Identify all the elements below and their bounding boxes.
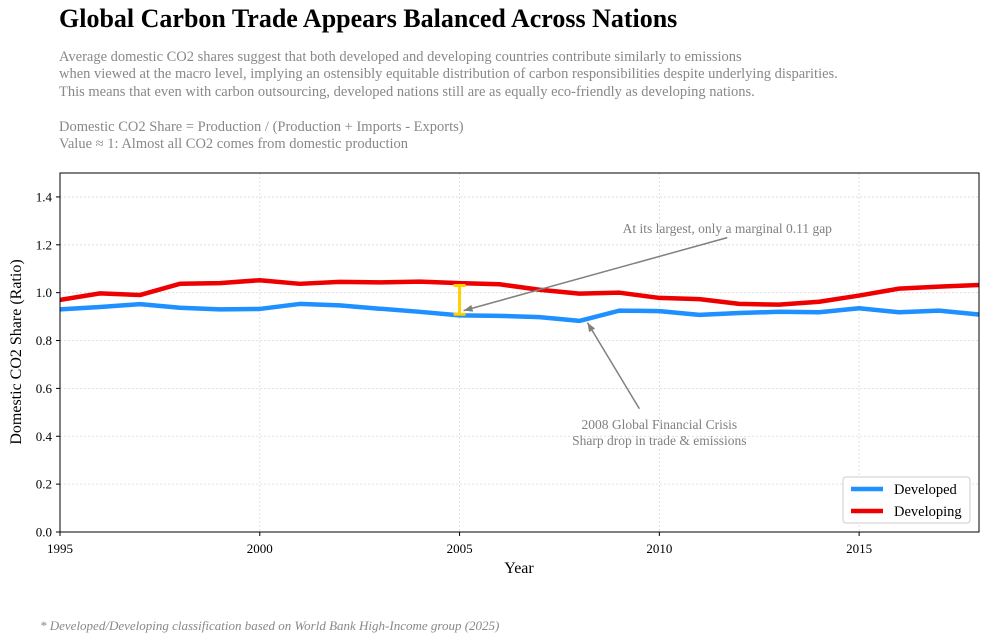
plot-frame bbox=[59, 172, 980, 533]
grid bbox=[59, 173, 979, 533]
chart-subtitle: Average domestic CO2 shares suggest that… bbox=[59, 49, 838, 101]
x-axis-label: Year bbox=[504, 560, 534, 577]
series-group bbox=[60, 277, 979, 324]
y-tick-label: 0.0 bbox=[36, 525, 52, 540]
y-tick-label: 1.0 bbox=[36, 285, 52, 300]
annotation-group: At its largest, only a marginal 0.11 gap… bbox=[463, 221, 833, 448]
y-tick-label: 0.6 bbox=[36, 381, 53, 396]
developing-series-line bbox=[60, 277, 979, 307]
formula-note: Domestic CO2 Share = Production / (Produ… bbox=[59, 119, 464, 154]
gap-marker-group bbox=[453, 283, 466, 316]
annotation-text: At its largest, only a marginal 0.11 gap bbox=[623, 221, 833, 236]
annotation-arrow-line bbox=[586, 322, 641, 410]
formula-line: Domestic CO2 Share = Production / (Produ… bbox=[59, 119, 464, 135]
y-tick-label: 0.8 bbox=[36, 333, 52, 348]
subtitle-line: This means that even with carbon outsour… bbox=[59, 83, 755, 100]
annotation-arrow-head bbox=[587, 322, 596, 333]
footnote: * Developed/Developing classification ba… bbox=[40, 618, 500, 633]
legend-label-developing: Developing bbox=[894, 504, 962, 520]
developed-series-line bbox=[60, 301, 979, 324]
x-tick-label: 2015 bbox=[846, 541, 872, 556]
x-tick-label: 1995 bbox=[47, 541, 73, 556]
legend-label-developed: Developed bbox=[894, 482, 958, 498]
subtitle-line: Average domestic CO2 shares suggest that… bbox=[59, 49, 742, 65]
annotation-text: 2008 Global Financial Crisis bbox=[582, 417, 738, 432]
chart-title: Global Carbon Trade Appears Balanced Acr… bbox=[59, 4, 678, 33]
x-tick-label: 2010 bbox=[646, 541, 672, 556]
y-tick-label: 1.2 bbox=[36, 237, 52, 252]
y-tick-label: 0.2 bbox=[36, 477, 52, 492]
y-tick-label: 0.4 bbox=[36, 429, 53, 444]
y-axis-label: Domestic CO2 Share (Ratio) bbox=[8, 259, 25, 444]
annotation-text: Sharp drop in trade & emissions bbox=[572, 433, 746, 448]
axes: 1995 2000 2005 2010 2015 0.0 0.2 0.4 0.6 0.8 1.0 1.… bbox=[36, 189, 872, 556]
x-tick-label: 2005 bbox=[447, 541, 473, 556]
annotation-arrow-line bbox=[463, 236, 728, 312]
y-tick-label: 1.4 bbox=[36, 189, 53, 204]
annotation-arrow-head bbox=[463, 304, 474, 312]
formula-line: Value ≈ 1: Almost all CO2 comes from dom… bbox=[59, 136, 409, 153]
legend: Developed Developing bbox=[842, 476, 971, 524]
x-tick-label: 2000 bbox=[247, 541, 273, 556]
subtitle-line: when viewed at the macro level, implying… bbox=[59, 66, 838, 83]
